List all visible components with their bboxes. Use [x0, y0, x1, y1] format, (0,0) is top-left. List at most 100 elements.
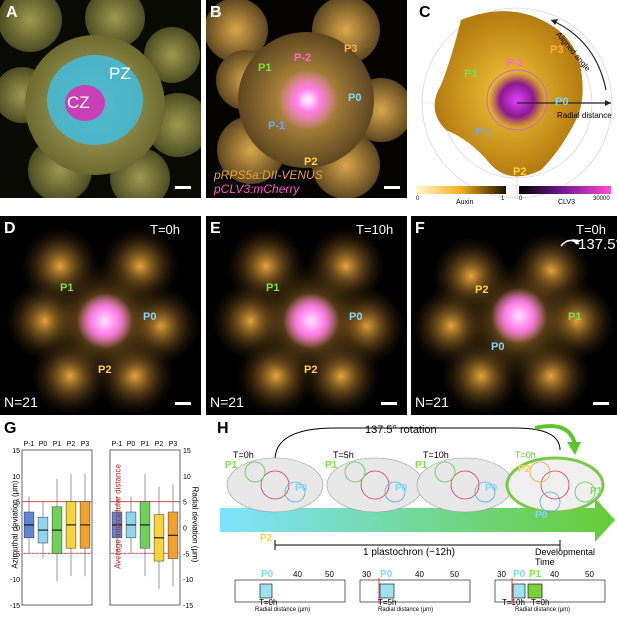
y-tick-label: 0 — [183, 526, 187, 533]
y-tick-label: -5 — [14, 551, 20, 558]
panel-g-letter: G — [4, 420, 17, 437]
dev-time-label: Developmental Time — [535, 547, 596, 567]
h4-p2-label: P2 — [518, 464, 531, 475]
pz-label: PZ — [109, 64, 131, 83]
scale-bar — [384, 186, 400, 189]
box3-tick-50: 50 — [585, 570, 594, 579]
n-label: N=21 — [4, 394, 38, 410]
c-p-minus2-label: P-2 — [506, 57, 524, 69]
category-label: P0 — [127, 441, 136, 448]
f-p1-label: P1 — [568, 311, 582, 323]
panel-a-letter: A — [6, 4, 18, 21]
box2-tick-50: 50 — [450, 570, 459, 579]
panel-f-image — [411, 216, 617, 415]
h3-p0-label: P0 — [485, 483, 498, 494]
panel-f-letter: F — [415, 220, 425, 237]
d-p2-label: P2 — [98, 364, 112, 376]
h2-p0-label: P0 — [395, 483, 408, 494]
p2-label: P2 — [304, 156, 318, 168]
box1-p0: P0 — [261, 569, 274, 580]
clv3-max: 30000 — [593, 196, 610, 202]
category-label: P3 — [169, 441, 178, 448]
h-p2-label: P2 — [260, 533, 273, 544]
plastochron-label: 1 plastochron (~12h) — [363, 547, 456, 558]
d-p1-label: P1 — [60, 282, 74, 294]
y-tick-label: -15 — [183, 603, 193, 610]
time-label: T=0h — [576, 222, 606, 237]
panel-b: B P-2 P3 P1 P0 P-1 P2 pRPS5a:DII-VENUS p… — [206, 0, 407, 198]
clv3-min: 0 — [519, 196, 523, 202]
legend-clv3: pCLV3:mCherry — [214, 182, 300, 196]
panel-c: C Aligned angle Radial distance P3 P-2 P… — [411, 0, 617, 212]
box1-tick-40: 40 — [293, 570, 302, 579]
c-p3-label: P3 — [550, 44, 564, 56]
y-tick-label: -10 — [10, 577, 20, 584]
y-tick-label: 5 — [183, 500, 187, 507]
panel-a-image — [0, 0, 201, 198]
y-tick-label: 0 — [16, 526, 20, 533]
panel-d: D T=0h P1 P0 P2 N=21 — [0, 216, 201, 415]
h3-p1-label: P1 — [415, 460, 428, 471]
panel-d-image — [0, 216, 201, 415]
n-label: N=21 — [210, 394, 244, 410]
c-p0-label: P0 — [555, 96, 569, 108]
box3-time0: T=10h — [502, 598, 525, 607]
box3-p1: P1 — [529, 569, 542, 580]
panel-h: H — [215, 420, 617, 617]
category-label: P1 — [53, 441, 62, 448]
panel-e-image — [206, 216, 407, 415]
panel-h-letter: H — [217, 420, 229, 437]
f-p2-label: P2 — [475, 284, 489, 296]
scale-bar — [175, 186, 191, 189]
panel-a: A CZ PZ — [0, 0, 201, 198]
box3-time1: T=0h — [531, 598, 550, 607]
e-p2-label: P2 — [304, 364, 318, 376]
category-label: P1 — [141, 441, 150, 448]
y-tick-label: -15 — [10, 603, 20, 610]
panel-c-letter: C — [419, 4, 431, 21]
h2-p1-label: P1 — [325, 460, 338, 471]
box3-p0: P0 — [513, 569, 526, 580]
panel-b-image — [206, 0, 407, 198]
box3-tick-40: 40 — [550, 570, 559, 579]
rotation-label: 137.5° — [578, 236, 617, 253]
p3-label: P3 — [344, 43, 358, 55]
box2-tick-30: 30 — [362, 570, 371, 579]
left-ylabel: Azimuthal deviation (μm) — [10, 480, 20, 569]
box2-tick-40: 40 — [415, 570, 424, 579]
panel-d-letter: D — [4, 220, 16, 237]
e-p0-label: P0 — [349, 311, 363, 323]
category-label: P2 — [155, 441, 164, 448]
box-plot-chart: P-1 P0 P1 P2 P3 P-1 P0 P1 P2 P3 15 15 10 10 5 5 0 0 -5 -5 -1… — [10, 441, 193, 610]
cz-label: CZ — [67, 93, 90, 112]
c-p1-label: P1 — [464, 68, 478, 80]
y-tick-label: 10 — [183, 474, 191, 481]
y-tick-label: -10 — [183, 577, 193, 584]
h1-p1-label: P1 — [225, 460, 238, 471]
e-p1-label: P1 — [266, 282, 280, 294]
panel-e: E T=10h P1 P0 P2 N=21 — [206, 216, 407, 415]
scale-bar — [381, 402, 397, 405]
y-tick-label: 15 — [183, 448, 191, 455]
panel-f: F T=0h 137.5° P2 P1 P0 N=21 — [411, 216, 617, 415]
category-label: P-1 — [24, 441, 35, 448]
panel-e-letter: E — [210, 220, 221, 237]
y-tick-label: 15 — [12, 448, 20, 455]
auxin-label: Auxin — [456, 199, 474, 206]
box2-axis: Radial distance (μm) — [378, 607, 434, 613]
radial-distance-label: Radial distance — [557, 111, 612, 120]
h1-p0-label: P0 — [295, 483, 308, 494]
panel-c-image — [416, 7, 613, 199]
panel-h-diagram — [220, 424, 615, 604]
box1-time: T=0h — [259, 598, 278, 607]
box2-p0: P0 — [380, 569, 393, 580]
category-label: P3 — [81, 441, 90, 448]
time-0h: T=0h — [233, 450, 254, 460]
right-ylabel: Radial deviation (μm) — [190, 486, 200, 563]
box1-tick-50: 50 — [325, 570, 334, 579]
box3-axis: Radial distance (μm) — [515, 607, 571, 613]
p1-label: P1 — [258, 62, 272, 74]
n-label: N=21 — [415, 394, 449, 410]
auxin-max: 1 — [501, 196, 505, 202]
h4-p0-label: P0 — [535, 510, 548, 521]
